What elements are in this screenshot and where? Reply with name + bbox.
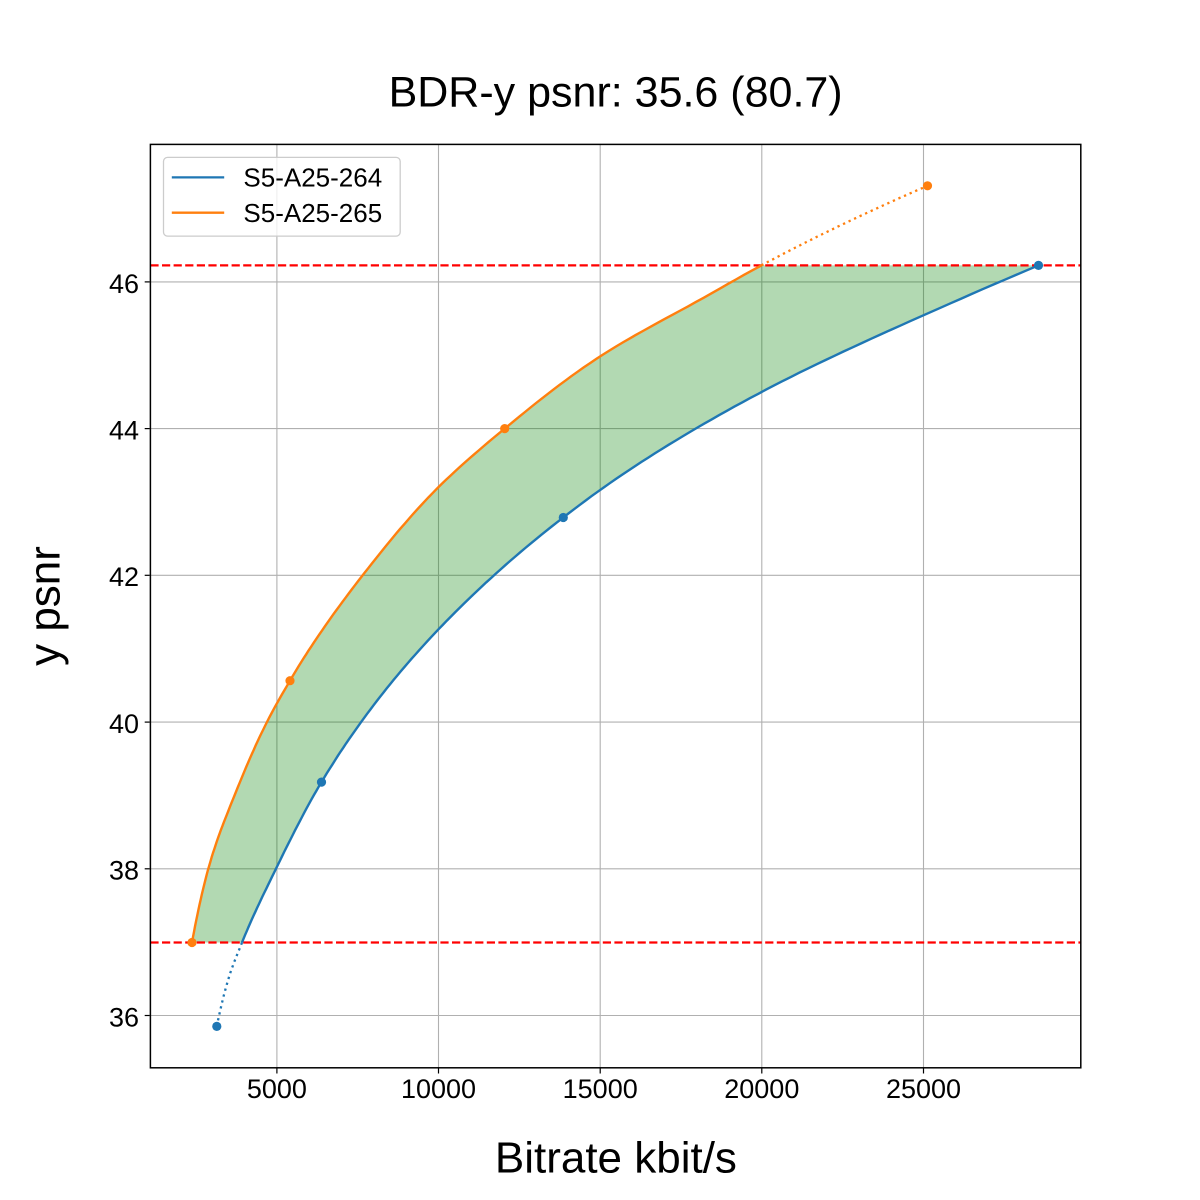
svg-text:25000: 25000: [886, 1074, 961, 1104]
svg-text:20000: 20000: [724, 1074, 799, 1104]
svg-text:10000: 10000: [401, 1074, 476, 1104]
svg-text:S5-A25-264: S5-A25-264: [243, 163, 382, 193]
svg-text:S5-A25-265: S5-A25-265: [243, 198, 382, 228]
svg-text:5000: 5000: [247, 1074, 307, 1104]
svg-text:15000: 15000: [563, 1074, 638, 1104]
svg-text:BDR-y psnr: 35.6 (80.7): BDR-y psnr: 35.6 (80.7): [389, 69, 843, 117]
svg-text:40: 40: [109, 709, 139, 739]
svg-text:y psnr: y psnr: [21, 546, 70, 666]
svg-text:Bitrate kbit/s: Bitrate kbit/s: [495, 1133, 737, 1182]
svg-text:38: 38: [109, 856, 139, 886]
svg-text:44: 44: [109, 416, 139, 446]
svg-text:42: 42: [109, 562, 139, 592]
svg-text:46: 46: [109, 269, 139, 299]
svg-text:36: 36: [109, 1002, 139, 1032]
